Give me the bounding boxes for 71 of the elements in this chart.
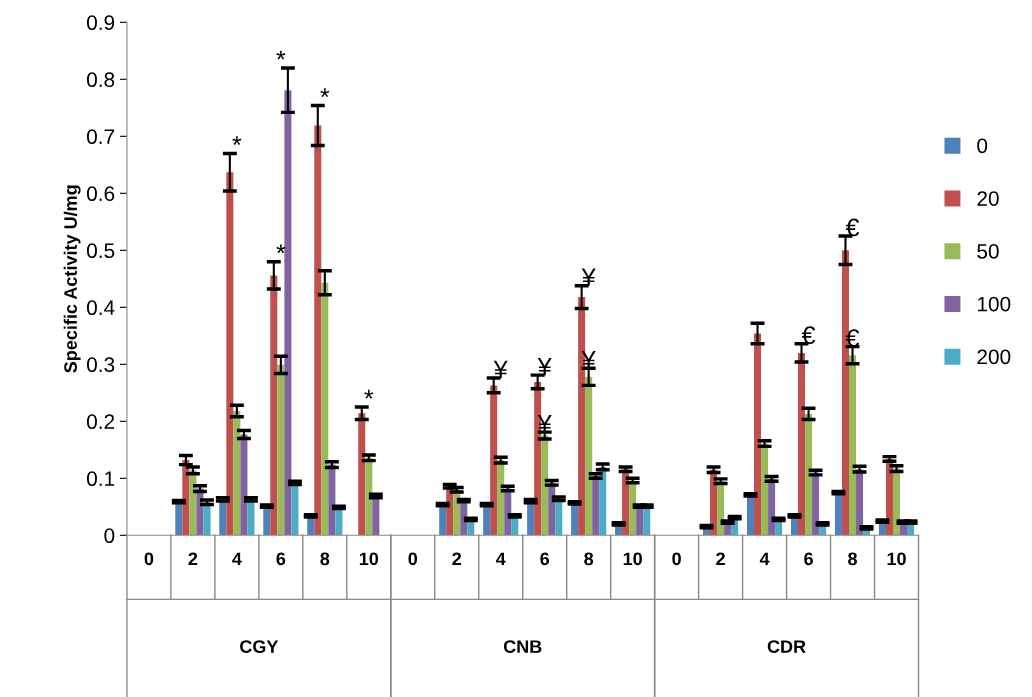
x-tick-label: 2 [188,552,198,566]
x-tick-label: 10 [623,552,642,566]
legend-label: 100 [977,296,1011,312]
x-tick-label: 8 [320,552,330,566]
x-tick-label: 4 [232,552,242,566]
x-tick-label: 2 [716,552,725,566]
x-tick-label: 6 [540,552,550,566]
x-tick-label: 0 [408,552,418,566]
y-tick-label: 0.5 [86,243,115,259]
x-tick-label: 6 [276,552,286,566]
y-tick-label: 0.9 [86,15,115,31]
legend-label: 0 [977,138,988,154]
bar [761,443,769,536]
y-tick-label: 0.4 [86,300,115,316]
y-tick-label: 0.6 [86,186,115,202]
x-tick-label: 8 [584,552,594,566]
x-axis-title: CDR [767,640,806,653]
x-tick-label: 0 [672,552,681,566]
x-tick-label: 4 [495,552,506,566]
bar [270,275,278,536]
x-tick-label: 0 [144,552,154,566]
bar [358,413,366,536]
bar [439,504,447,536]
y-tick-label: 0.8 [86,72,115,88]
annotation: * [276,244,286,254]
bar [483,504,491,536]
bar [892,468,901,536]
bar [240,434,248,536]
bar [226,172,234,536]
x-axis-title: CGY [240,640,279,653]
legend-label: 20 [977,191,999,206]
x-axis-title: CNB [503,640,542,653]
annotation: ¥ [493,360,508,378]
bar [233,411,241,536]
y-tick-label: 0.2 [86,414,115,430]
annotation: € [801,326,816,345]
x-tick-label: 8 [848,552,857,566]
x-tick-label: 2 [452,552,462,566]
y-tick-label: 0.1 [86,471,115,487]
annotation: * [364,389,374,399]
x-tick-label: 10 [887,552,906,566]
x-tick-label: 4 [759,552,770,566]
x-tick-label: 6 [804,552,813,566]
bar [849,355,857,536]
y-tick-label: 0 [104,528,115,544]
annotation: * [276,50,286,60]
bar [805,413,813,536]
annotation: ¥ [581,268,596,286]
bar [284,90,292,536]
bar [754,333,762,536]
y-tick-label: 0.3 [86,357,115,373]
bar [490,385,498,536]
legend-label: 200 [977,349,1011,365]
annotation: * [320,88,330,98]
bar [314,125,322,536]
legend-label: 50 [977,243,999,259]
y-axis-title: Specific Activity U/mg [63,185,81,373]
bar [321,282,329,536]
bar [834,492,842,536]
annotation: ¥ [537,357,552,376]
x-tick-label: 10 [359,552,379,566]
bar [585,376,593,536]
bar [541,435,549,536]
bar [277,364,285,536]
annotation: * [232,136,242,145]
bar [365,457,373,536]
bar [592,476,600,536]
annotation: € [845,218,860,237]
y-tick-label: 0.7 [86,129,115,145]
bar [797,352,806,536]
bar [328,464,336,536]
